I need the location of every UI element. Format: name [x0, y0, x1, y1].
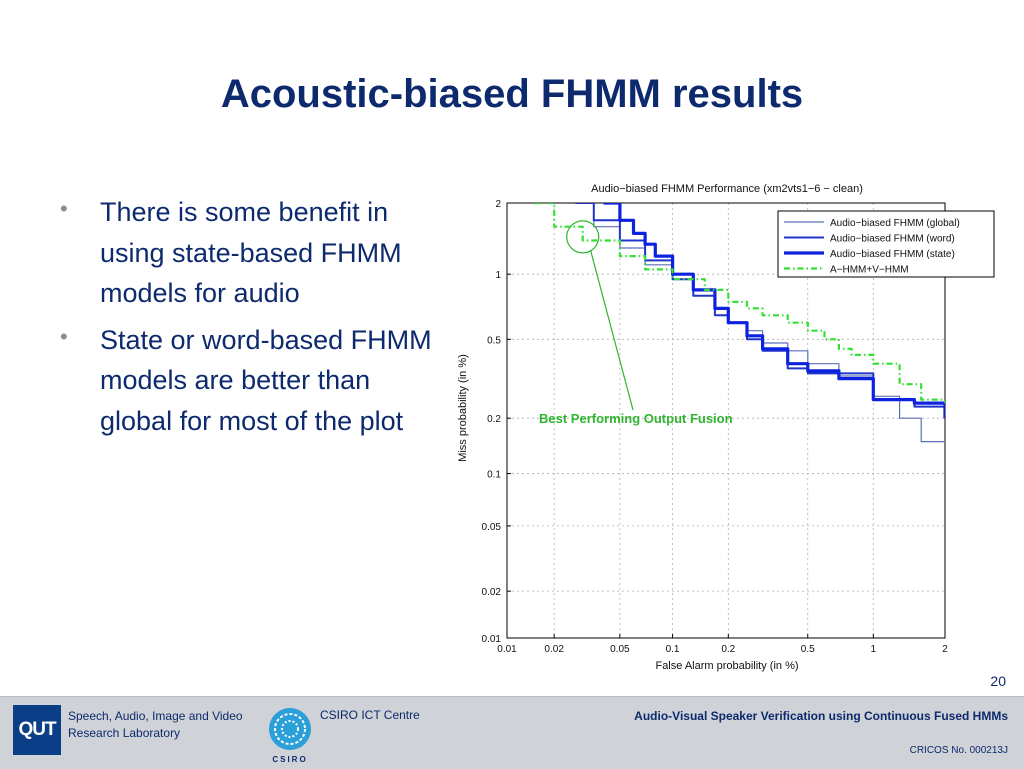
talk-title: Audio-Visual Speaker Verification using …	[634, 709, 1008, 723]
cricos-number: CRICOS No. 000213J	[909, 745, 1008, 756]
x-tick-label: 0.2	[721, 644, 735, 655]
csiro-logo-wordmark: CSIRO	[272, 755, 307, 764]
x-tick-label: 2	[942, 644, 948, 655]
x-axis-label: False Alarm probability (in %)	[655, 660, 798, 672]
plot-frame	[506, 202, 946, 639]
series-lines	[534, 203, 945, 443]
csiro-logo-ring	[274, 713, 306, 745]
annotation: Best Performing Output Fusion	[539, 220, 733, 426]
qut-logo: QUT	[13, 705, 61, 755]
annotation-pointer-line	[590, 250, 634, 411]
lab-name: Speech, Audio, Image and Video Research …	[68, 709, 243, 740]
legend-label: Audio−biased FHMM (word)	[830, 234, 955, 245]
y-tick-label: 0.2	[487, 414, 501, 425]
footer-bar: QUT Speech, Audio, Image and Video Resea…	[0, 696, 1024, 769]
y-tick-label: 0.05	[482, 522, 502, 533]
y-tick-label: 0.5	[487, 335, 501, 346]
legend-label: A−HMM+V−HMM	[830, 265, 909, 276]
bullet-text: State or word-based FHMM models are bett…	[100, 324, 432, 436]
x-tick-label: 0.1	[666, 644, 680, 655]
series-line	[534, 203, 945, 404]
bullet-dot-icon: •	[60, 196, 68, 221]
bullet-list: • There is some benefit in using state-ba…	[58, 192, 448, 447]
annotation-circle	[566, 220, 600, 254]
y-tick-label: 1	[495, 270, 501, 281]
y-tick-label: 0.01	[482, 634, 502, 645]
y-tick-label: 0.02	[482, 587, 502, 598]
centre-name: CSIRO ICT Centre	[320, 708, 420, 722]
bullet-dot-icon: •	[60, 323, 68, 349]
csiro-logo-ring-inner	[281, 720, 299, 738]
y-tick-label: 2	[495, 199, 501, 210]
csiro-logo: CSIRO	[269, 708, 311, 764]
det-chart: Audio−biased FHMM Performance (xm2vts1−6…	[455, 178, 1011, 678]
x-tick-label: 0.01	[497, 644, 517, 655]
y-tick-label: 0.1	[487, 470, 501, 481]
legend-label: Audio−biased FHMM (global)	[830, 218, 960, 229]
slide-title: Acoustic-biased FHMM results	[220, 72, 804, 116]
x-axis-ticks: 0.01 0.02 0.05 0.1 0.2 0.5 1 2	[497, 634, 948, 655]
y-axis-ticks: 0.01 0.02 0.05 0.1 0.2 0.5 1 2	[482, 199, 511, 645]
bullet-item: • There is some benefit in using state-ba…	[58, 192, 448, 314]
series-line	[603, 203, 945, 419]
annotation-text: Best Performing Output Fusion	[539, 411, 733, 426]
x-tick-label: 0.02	[544, 644, 564, 655]
bullet-text: There is some benefit in using state-bas…	[100, 197, 402, 308]
legend-label: Audio−biased FHMM (state)	[830, 249, 955, 260]
x-tick-label: 0.5	[801, 644, 815, 655]
legend: Audio−biased FHMM (global) Audio−biased F…	[777, 210, 995, 278]
x-tick-label: 0.05	[610, 644, 630, 655]
chart-title: Audio−biased FHMM Performance (xm2vts1−6…	[591, 183, 863, 195]
bullet-item: • State or word-based FHMM models are bet…	[58, 320, 448, 442]
page-number: 20	[990, 673, 1006, 689]
y-axis-label: Miss probability (in %)	[457, 354, 469, 462]
x-tick-label: 1	[871, 644, 877, 655]
